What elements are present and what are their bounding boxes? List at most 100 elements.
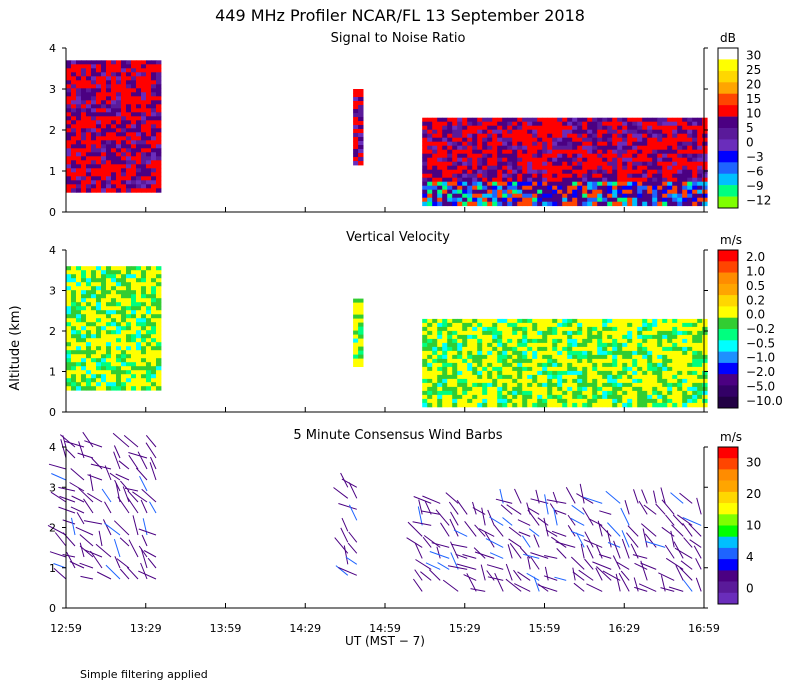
wind-barb (70, 468, 85, 481)
heatmap-cell (353, 97, 359, 102)
heatmap-cell (121, 294, 127, 299)
heatmap-cell (622, 185, 628, 191)
heatmap-cell (111, 184, 117, 189)
wind-barb (580, 543, 585, 559)
heatmap-cell (151, 132, 157, 137)
heatmap-cell (457, 189, 463, 195)
heatmap-cell (512, 398, 518, 404)
heatmap-cell (353, 137, 359, 142)
heatmap-cell (532, 157, 538, 163)
heatmap-cell (126, 92, 132, 97)
heatmap-cell (66, 180, 72, 185)
heatmap-cell (492, 394, 498, 400)
colorbar-swatch (718, 272, 738, 285)
wind-barb (112, 432, 130, 448)
heatmap-cell (106, 156, 112, 161)
heatmap-cell (66, 310, 72, 315)
heatmap-cell (126, 270, 132, 275)
heatmap-cell (637, 145, 643, 151)
heatmap-cell (81, 80, 87, 85)
heatmap-cell (71, 172, 77, 177)
heatmap-cell (662, 342, 668, 348)
heatmap-cell (427, 117, 433, 123)
heatmap-cell (697, 318, 703, 324)
heatmap-cell (517, 193, 523, 199)
heatmap-cell (627, 137, 633, 143)
wind-barb (645, 540, 666, 548)
heatmap-cell (156, 140, 162, 145)
heatmap-cell (637, 370, 643, 376)
heatmap-cell (86, 72, 92, 77)
heatmap-cell (697, 141, 703, 147)
heatmap-cell (517, 189, 523, 195)
heatmap-cell (146, 378, 152, 383)
wind-barb (665, 514, 675, 526)
heatmap-cell (76, 342, 82, 347)
heatmap-cell (652, 342, 658, 348)
heatmap-cell (482, 141, 488, 147)
heatmap-cell (507, 165, 513, 171)
heatmap-cell (662, 201, 668, 207)
wind-barb (595, 567, 603, 581)
heatmap-cell (582, 334, 588, 340)
heatmap-cell (582, 358, 588, 364)
heatmap-cell (126, 184, 132, 189)
heatmap-cell (497, 326, 503, 332)
heatmap-cell (502, 161, 508, 167)
heatmap-cell (487, 366, 493, 372)
heatmap-cell (567, 121, 573, 127)
heatmap-cell (422, 165, 428, 171)
wind-barb (62, 519, 76, 525)
heatmap-cell (452, 177, 458, 183)
heatmap-cell (146, 266, 152, 271)
heatmap-cell (121, 358, 127, 363)
heatmap-cell (602, 350, 608, 356)
heatmap-cell (592, 201, 598, 207)
heatmap-cell (572, 350, 578, 356)
heatmap-cell (462, 338, 468, 344)
heatmap-cell (652, 362, 658, 368)
heatmap-cell (602, 346, 608, 352)
heatmap-cell (81, 136, 87, 141)
heatmap-cell (126, 188, 132, 193)
heatmap-cell (457, 322, 463, 328)
heatmap-cell (437, 189, 443, 195)
heatmap-cell (477, 117, 483, 123)
heatmap-cell (136, 338, 142, 343)
heatmap-cell (612, 181, 618, 187)
heatmap-cell (136, 184, 142, 189)
heatmap-cell (91, 278, 97, 283)
heatmap-cell (652, 354, 658, 360)
heatmap-cell (582, 342, 588, 348)
heatmap-cell (657, 330, 663, 336)
heatmap-cell (66, 350, 72, 355)
heatmap-cell (358, 358, 364, 363)
heatmap-cell (96, 164, 102, 169)
heatmap-cell (437, 354, 443, 360)
colorbar-swatch (718, 250, 738, 262)
heatmap-cell (422, 181, 428, 187)
heatmap-cell (687, 117, 693, 123)
wind-barb (644, 533, 657, 548)
heatmap-cell (587, 394, 593, 400)
heatmap-cell (452, 358, 458, 364)
heatmap-cell (562, 169, 568, 175)
heatmap-cell (577, 350, 583, 356)
heatmap-cell (677, 394, 683, 400)
heatmap-cell (141, 184, 147, 189)
heatmap-cell (121, 112, 127, 117)
heatmap-cell (567, 173, 573, 179)
heatmap-cell (532, 398, 538, 404)
heatmap-cell (462, 398, 468, 404)
heatmap-cell (76, 88, 82, 93)
heatmap-cell (697, 177, 703, 183)
heatmap-cell (592, 326, 598, 332)
wind-barb (661, 499, 675, 515)
heatmap-cell (487, 137, 493, 143)
heatmap-cell (682, 390, 688, 396)
heatmap-cell (652, 390, 658, 396)
heatmap-cell (477, 153, 483, 159)
heatmap-cell (622, 129, 628, 135)
heatmap-cell (507, 398, 513, 404)
wind-barb (435, 509, 450, 526)
